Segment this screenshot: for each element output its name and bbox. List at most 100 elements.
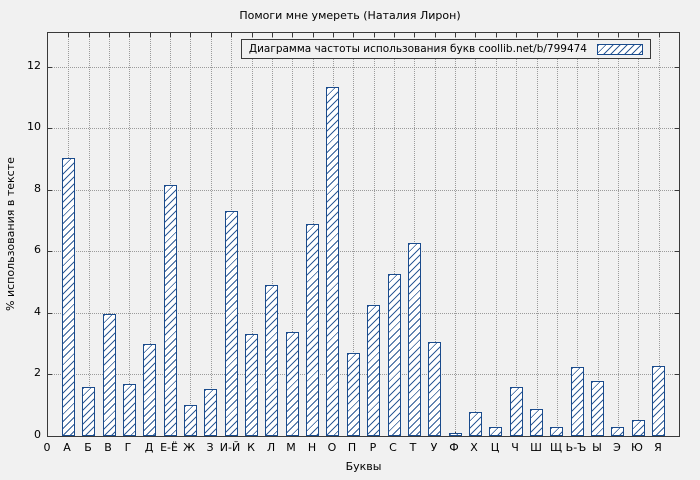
bar xyxy=(123,384,136,436)
x-tick-mark xyxy=(394,33,395,37)
bar xyxy=(62,158,75,436)
x-tick-mark xyxy=(659,33,660,37)
y-tick-mark xyxy=(48,67,52,68)
x-tick-mark xyxy=(516,33,517,37)
x-tick-mark xyxy=(496,33,497,37)
x-tick-label: Р xyxy=(369,441,377,454)
x-tick-mark xyxy=(455,33,456,37)
y-tick-label: 2 xyxy=(34,366,41,379)
x-gridline xyxy=(496,33,497,436)
x-tick-mark xyxy=(272,33,273,37)
x-tick-label: Ю xyxy=(631,441,643,454)
x-tick-mark xyxy=(109,33,110,37)
x-tick-mark xyxy=(537,33,538,37)
x-tick-label: И-Й xyxy=(219,441,241,454)
x-gridline xyxy=(211,33,212,436)
x-axis-label: Буквы xyxy=(345,460,382,473)
x-tick-label: Л xyxy=(266,441,276,454)
y-tick-mark xyxy=(48,313,52,314)
y-gridline xyxy=(48,374,679,375)
x-tick-label: Х xyxy=(470,441,478,454)
bar xyxy=(469,412,482,436)
bar xyxy=(82,387,95,436)
x-tick-mark xyxy=(435,33,436,37)
bar xyxy=(164,185,177,436)
x-tick-label: Ф xyxy=(449,441,459,454)
bar xyxy=(489,427,502,436)
bar xyxy=(408,243,421,436)
x-gridline xyxy=(618,33,619,436)
x-tick-mark xyxy=(638,33,639,37)
x-tick-label: Т xyxy=(409,441,417,454)
x-gridline xyxy=(252,33,253,436)
bar xyxy=(388,274,401,436)
x-gridline xyxy=(537,33,538,436)
y-tick-mark xyxy=(675,67,679,68)
x-tick-mark xyxy=(414,33,415,37)
x-tick-label: Ь-Ъ xyxy=(565,441,587,454)
x-tick-label: Я xyxy=(654,441,662,454)
x-tick-label: Ц xyxy=(490,441,500,454)
y-tick-mark xyxy=(675,374,679,375)
x-tick-mark xyxy=(557,33,558,37)
y-tick-label: 12 xyxy=(27,59,41,72)
x-tick-label: Э xyxy=(613,441,621,454)
x-gridline xyxy=(557,33,558,436)
x-tick-mark xyxy=(190,33,191,37)
legend-label: Диаграмма частоты использования букв coo… xyxy=(248,43,587,55)
x-gridline xyxy=(475,33,476,436)
x-tick-mark xyxy=(313,33,314,37)
x-gridline xyxy=(455,33,456,436)
bar xyxy=(326,87,339,436)
legend: Диаграмма частоты использования букв coo… xyxy=(240,39,651,59)
x-tick-label: М xyxy=(286,441,296,454)
bar xyxy=(632,420,645,436)
bar xyxy=(428,342,441,436)
x-gridline xyxy=(190,33,191,436)
x-gridline xyxy=(516,33,517,436)
bar xyxy=(591,381,604,436)
bar xyxy=(225,211,238,436)
y-tick-mark xyxy=(675,251,679,252)
y-gridline xyxy=(48,128,679,129)
x-gridline xyxy=(577,33,578,436)
x-gridline xyxy=(272,33,273,436)
x-tick-mark xyxy=(68,33,69,37)
bar xyxy=(286,332,299,436)
bar xyxy=(306,224,319,436)
x-gridline xyxy=(414,33,415,436)
y-tick-label: 10 xyxy=(27,120,41,133)
x-tick-mark xyxy=(353,33,354,37)
x-gridline xyxy=(292,33,293,436)
x-tick-label: К xyxy=(247,441,255,454)
legend-swatch xyxy=(597,43,643,55)
x-tick-mark xyxy=(333,33,334,37)
y-gridline xyxy=(48,251,679,252)
y-tick-mark xyxy=(675,190,679,191)
x-tick-mark xyxy=(252,33,253,37)
x-tick-label: С xyxy=(389,441,397,454)
x-tick-mark xyxy=(598,33,599,37)
x-tick-label: Ы xyxy=(592,441,602,454)
bar xyxy=(103,314,116,436)
x-tick-mark xyxy=(129,33,130,37)
x-tick-mark xyxy=(231,33,232,37)
x-tick-mark xyxy=(89,33,90,37)
x-gridline xyxy=(394,33,395,436)
x-gridline xyxy=(598,33,599,436)
y-tick-label: 0 xyxy=(34,428,41,441)
y-tick-label: 6 xyxy=(34,243,41,256)
x-gridline xyxy=(129,33,130,436)
x-tick-label: У xyxy=(430,441,438,454)
plot-area: Диаграмма частоты использования букв coo… xyxy=(47,32,680,437)
bar xyxy=(510,387,523,436)
y-tick-label: 4 xyxy=(34,305,41,318)
y-tick-mark xyxy=(48,374,52,375)
x-gridline xyxy=(150,33,151,436)
x-gridline xyxy=(638,33,639,436)
x-tick-label: Щ xyxy=(549,441,563,454)
bar xyxy=(652,366,665,436)
x-gridline xyxy=(374,33,375,436)
x-tick-mark xyxy=(211,33,212,37)
